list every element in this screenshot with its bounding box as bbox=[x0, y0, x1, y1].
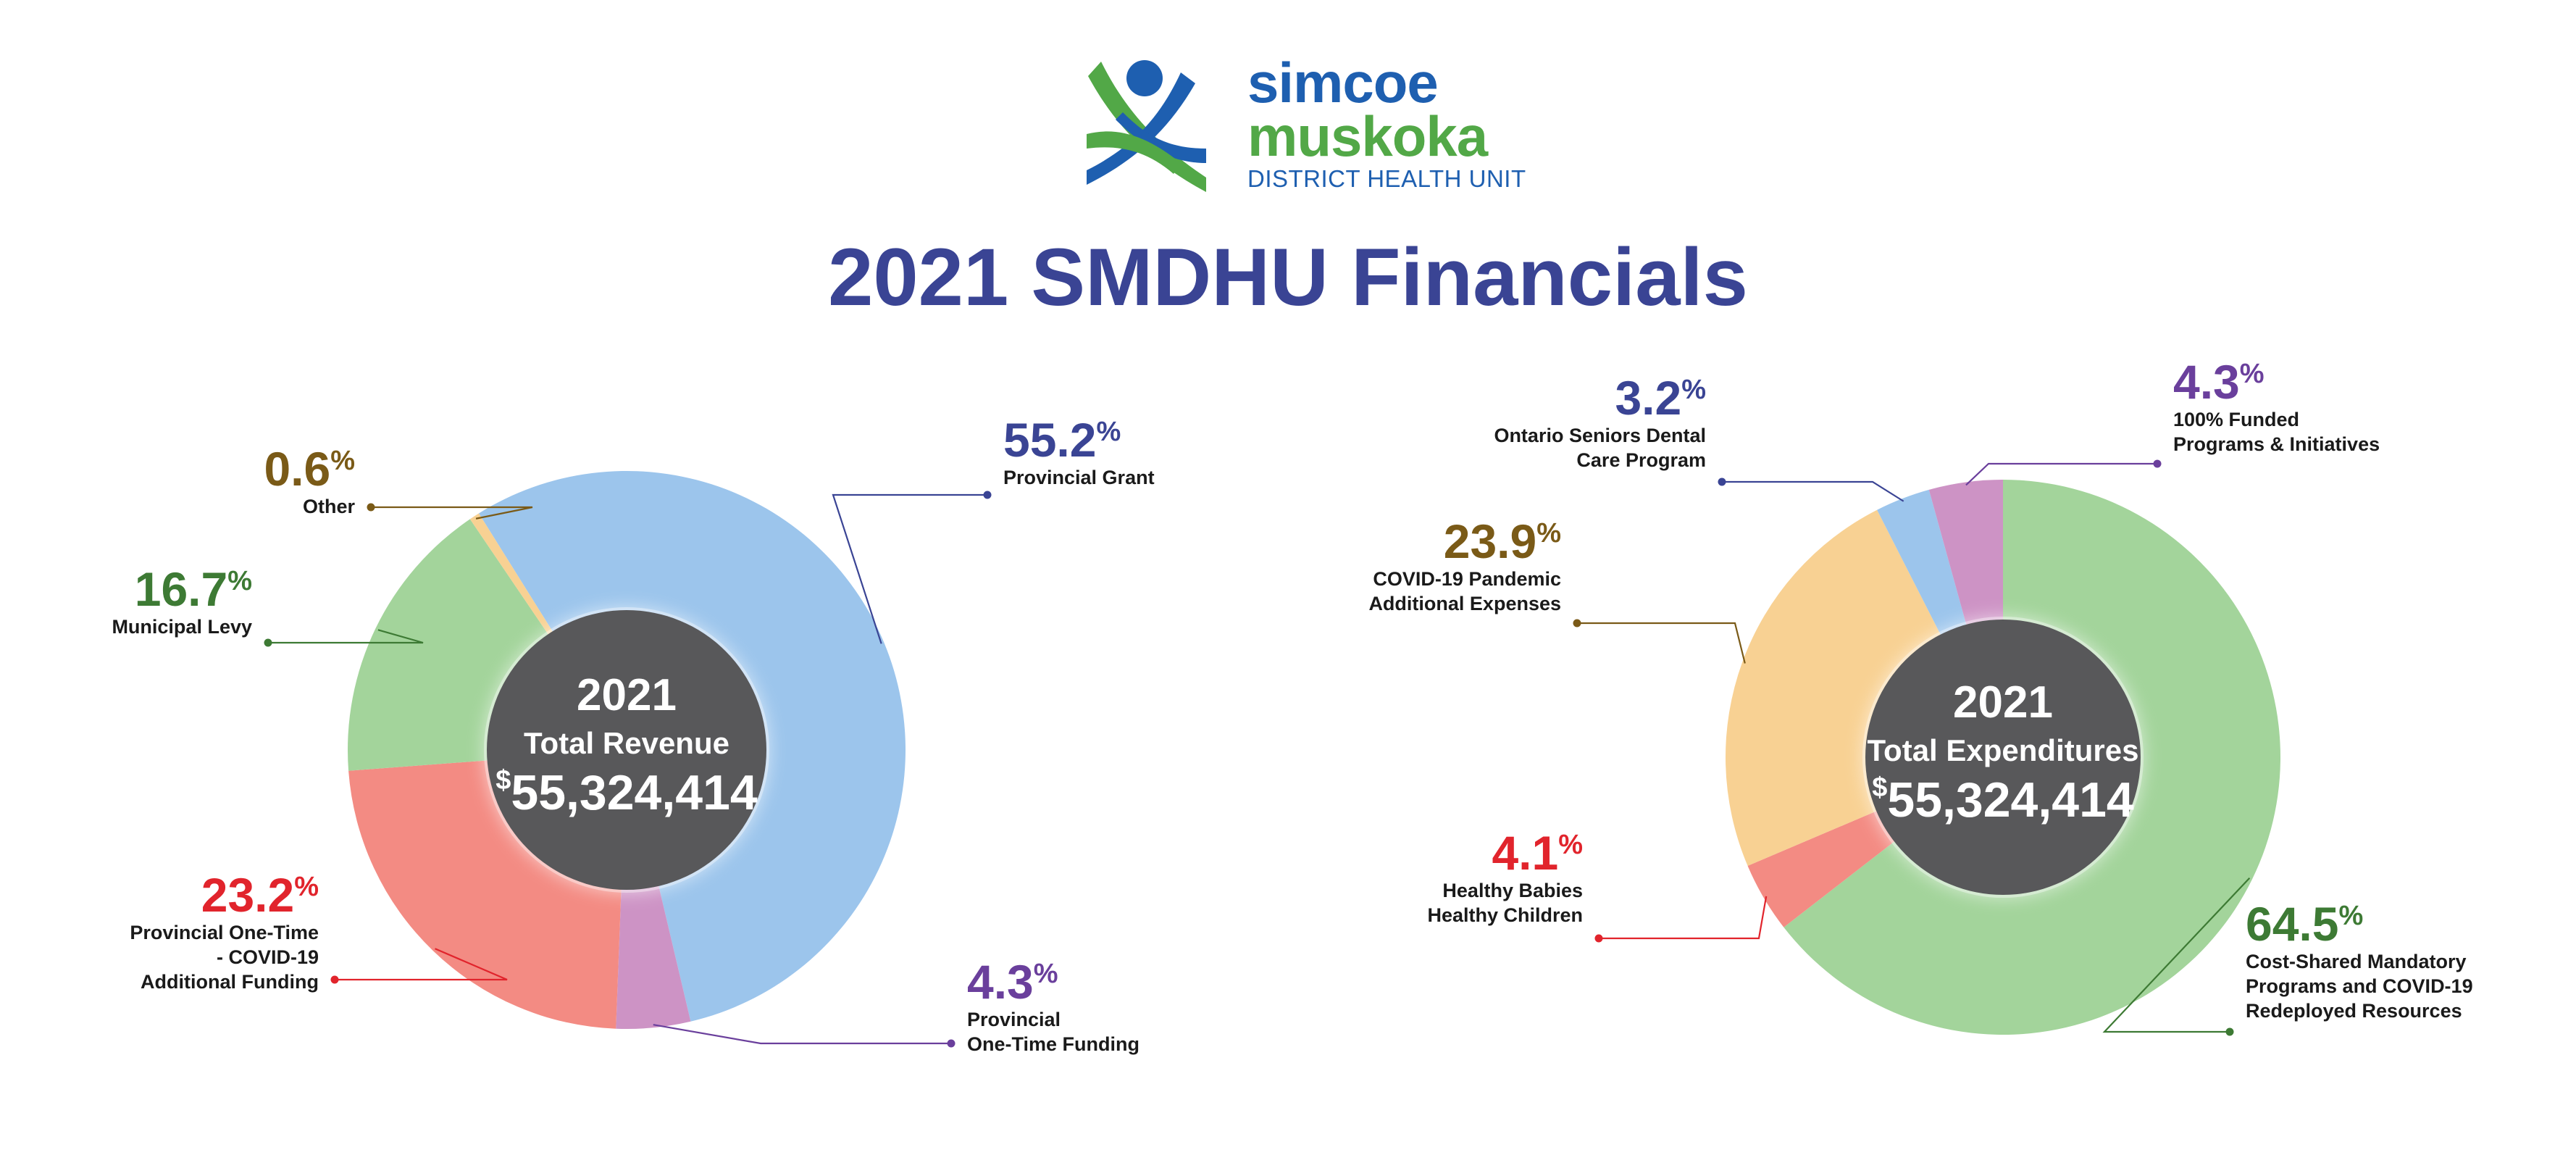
leader-line bbox=[832, 493, 987, 644]
slice-label: Programs & Initiatives bbox=[2173, 433, 2380, 455]
slice-label: 100% Funded bbox=[2173, 409, 2299, 430]
revenue-chart: 55.2%Provincial Grant 4.3%Provincial One-T… bbox=[112, 413, 1154, 1055]
page-title: 2021 SMDHU Financials bbox=[828, 232, 1748, 322]
expenditure-chart: 64.5%Cost-Shared Mandatory Programs and C… bbox=[1368, 355, 2473, 1036]
slice-label: Additional Funding bbox=[141, 971, 319, 993]
leader-dot bbox=[947, 1039, 955, 1048]
logo-mark-icon bbox=[1087, 60, 1206, 192]
logo-line-3: DISTRICT HEALTH UNIT bbox=[1247, 165, 1526, 192]
center-amount: $55,324,414 bbox=[1872, 772, 2134, 827]
logo-line-2: muskoka bbox=[1247, 104, 1488, 168]
slice-label: Cost-Shared Mandatory bbox=[2246, 951, 2467, 972]
slice-percent: 64.5% bbox=[2246, 897, 2363, 951]
leader-line bbox=[1577, 622, 1746, 664]
slice-label: Healthy Babies bbox=[1442, 880, 1583, 901]
logo-line-1: simcoe bbox=[1247, 51, 1439, 114]
slice-percent: 55.2% bbox=[1003, 413, 1121, 467]
slice-percent: 3.2% bbox=[1615, 371, 1706, 425]
slice-label: Provincial Grant bbox=[1003, 467, 1155, 488]
slice-percent: 23.9% bbox=[1444, 514, 1561, 568]
slice-percent: 16.7% bbox=[135, 562, 252, 616]
slice-percent: 0.6% bbox=[264, 442, 355, 496]
center-circle bbox=[487, 610, 766, 890]
slice-label: COVID-19 Pandemic bbox=[1373, 568, 1561, 590]
slice-percent: 4.3% bbox=[967, 955, 1058, 1009]
slice-label: Healthy Children bbox=[1427, 904, 1583, 926]
leader-dot bbox=[1573, 619, 1581, 627]
leader-dot bbox=[264, 638, 272, 647]
leader-line bbox=[2102, 877, 2251, 1033]
logo: simcoe muskoka DISTRICT HEALTH UNIT bbox=[1072, 54, 1579, 199]
slice-percent: 4.1% bbox=[1492, 826, 1583, 880]
leader-dot bbox=[983, 491, 992, 499]
leader-dot bbox=[1718, 478, 1726, 486]
center-circle bbox=[1865, 620, 2141, 895]
leader-line bbox=[1722, 480, 1904, 502]
slice-label: Municipal Levy bbox=[112, 616, 252, 638]
slice-label: Care Program bbox=[1576, 449, 1706, 471]
slice-label: Redeployed Resources bbox=[2246, 1000, 2462, 1022]
slice-label: Programs and COVID-19 bbox=[2246, 975, 2473, 997]
center-year: 2021 bbox=[1953, 677, 2053, 727]
slice-percent: 23.2% bbox=[201, 868, 319, 922]
leader-dot bbox=[330, 975, 339, 984]
slice-percent: 4.3% bbox=[2173, 355, 2265, 409]
leader-dot bbox=[1594, 934, 1603, 943]
slice-label: Provincial One-Time bbox=[130, 922, 319, 943]
slice-label: Other bbox=[303, 496, 356, 517]
leader-line bbox=[371, 506, 533, 520]
slice-label: One-Time Funding bbox=[967, 1033, 1139, 1055]
leader-line bbox=[335, 948, 508, 981]
center-label: Total Revenue bbox=[524, 726, 729, 760]
center-label: Total Expenditures bbox=[1868, 733, 2139, 767]
center-year: 2021 bbox=[577, 670, 677, 720]
slice-label: - COVID-19 bbox=[217, 946, 319, 968]
center-amount: $55,324,414 bbox=[495, 765, 758, 820]
slice-label: Additional Expenses bbox=[1368, 593, 1561, 614]
leader-line bbox=[653, 1024, 951, 1045]
leader-dot bbox=[2153, 459, 2162, 468]
leader-dot bbox=[367, 503, 375, 512]
leader-line bbox=[1965, 462, 2157, 486]
logo-text: simcoe muskoka DISTRICT HEALTH UNIT bbox=[1247, 54, 1526, 196]
leader-line bbox=[268, 629, 424, 644]
slice-label: Provincial bbox=[967, 1009, 1061, 1030]
slice-label: Ontario Seniors Dental bbox=[1494, 425, 1706, 446]
leader-line bbox=[1599, 896, 1768, 940]
leader-dot bbox=[2225, 1027, 2234, 1036]
